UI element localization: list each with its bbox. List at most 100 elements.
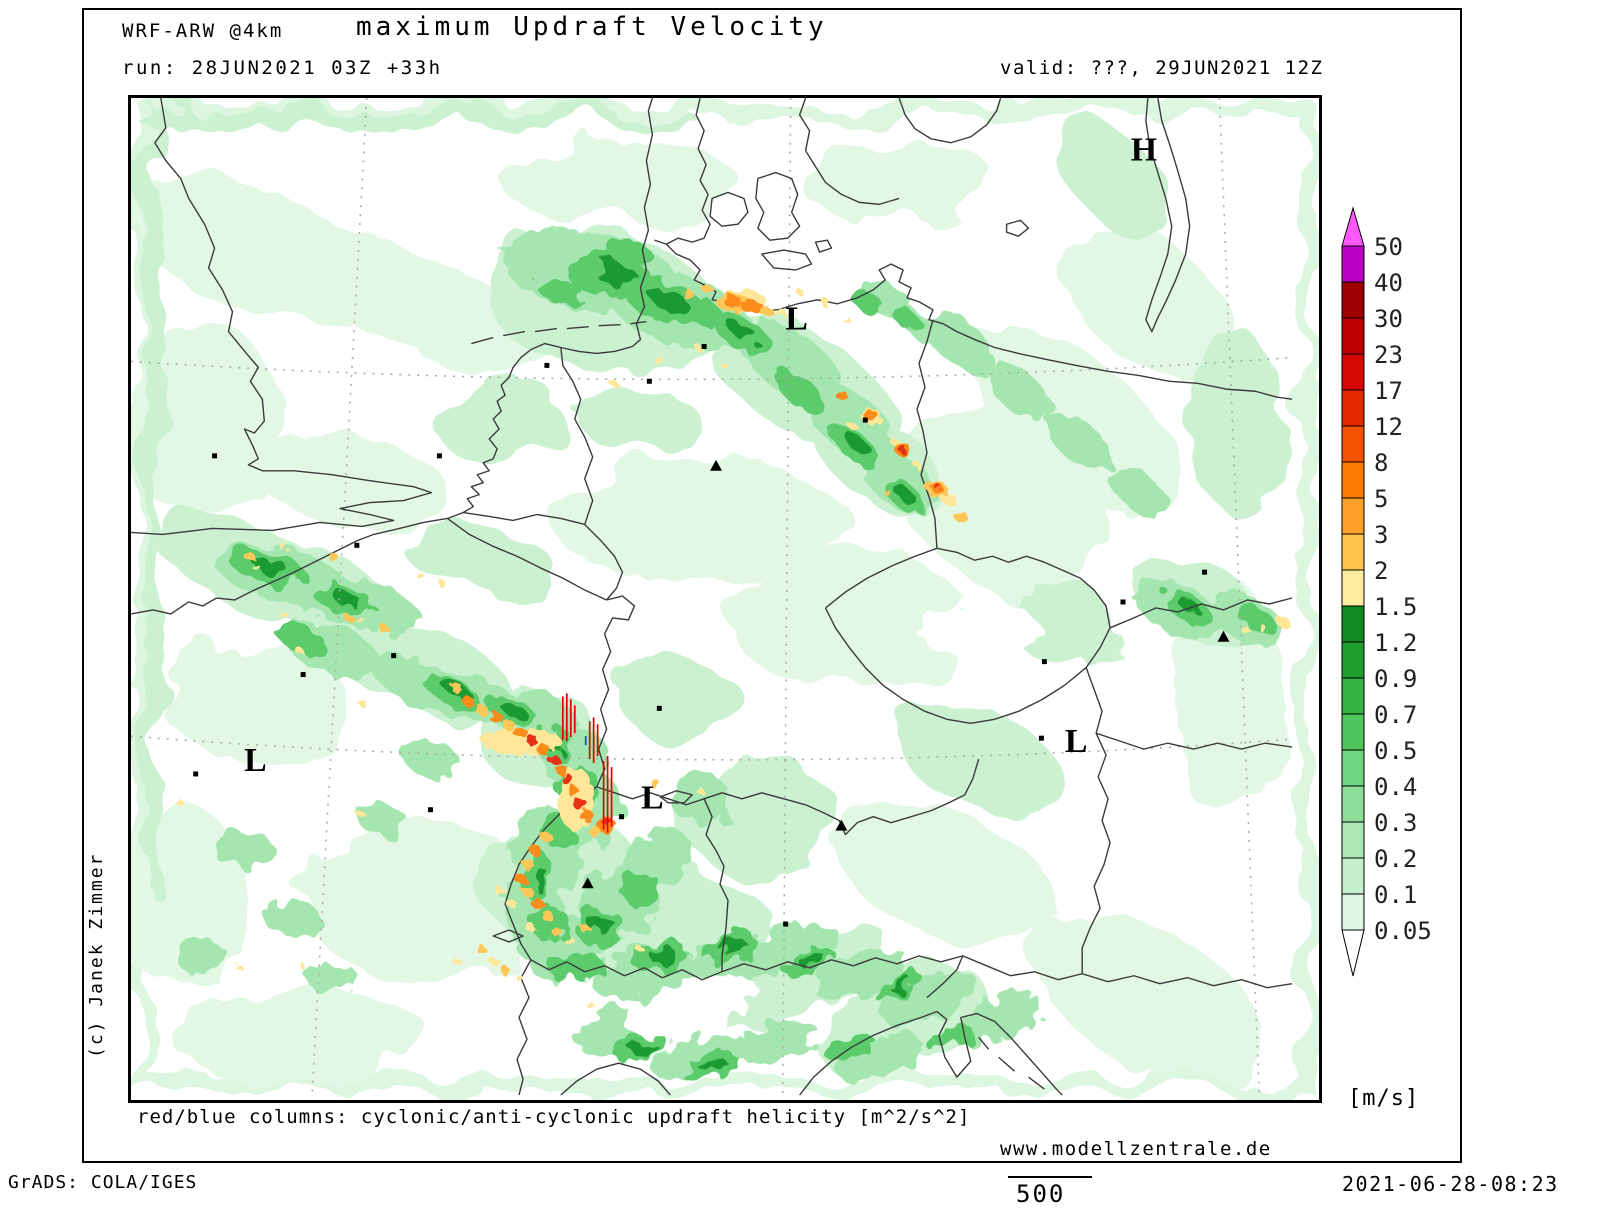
city-marker	[212, 453, 218, 459]
updraft-cell	[355, 809, 364, 816]
city-marker	[862, 417, 868, 423]
colorbar-segment	[1341, 353, 1365, 391]
field-pale-washes	[131, 101, 1315, 1093]
colorbar-tick-label: 8	[1374, 449, 1388, 477]
colorbar-over-arrow	[1341, 206, 1365, 247]
high-pressure-letter: H	[1131, 132, 1157, 169]
updraft-cell	[254, 566, 263, 573]
updraft-cell	[328, 552, 338, 561]
grads-credit: GrADS: COLA/IGES	[8, 1172, 198, 1193]
updraft-cell	[835, 390, 848, 401]
city-marker	[436, 453, 442, 459]
colorbar-tick-label: 0.7	[1374, 701, 1417, 729]
colorbar-tick-label: 2	[1374, 557, 1388, 585]
updraft-cell	[476, 945, 487, 954]
updraft-cell	[1277, 616, 1290, 627]
peak-marker	[835, 819, 848, 831]
city-marker	[656, 705, 662, 711]
updraft-cell	[940, 493, 957, 504]
city-marker	[300, 672, 306, 678]
scalebar-label: 500	[1016, 1180, 1066, 1208]
updraft-cell	[551, 928, 562, 936]
updraft-cell	[343, 613, 354, 622]
updraft-cell	[848, 423, 857, 430]
updraft-cell	[450, 683, 463, 692]
updraft-cell	[890, 438, 901, 445]
updraft-cell	[539, 831, 552, 842]
low-pressure-letter: L	[785, 301, 808, 338]
city-marker	[619, 814, 625, 820]
updraft-cell	[954, 512, 969, 523]
convective-cells-layer	[174, 285, 1290, 1009]
city-marker	[1038, 735, 1044, 741]
updraft-cell	[588, 826, 601, 837]
updraft-cell	[820, 298, 831, 307]
updraft-cell	[531, 899, 544, 910]
updraft-cell	[475, 704, 488, 715]
updraft-cell	[841, 315, 850, 322]
peak-marker	[581, 877, 594, 889]
updraft-cell	[914, 462, 923, 469]
updraft-cell	[299, 962, 306, 969]
colorbar: 50 40 30 23 17 12 8 5 3 2 1.5 1.2 0.9 0.7 0.5 0.4 0.3 0.2…	[1341, 206, 1432, 977]
colorbar-tick-label: 30	[1374, 305, 1403, 333]
model-label: WRF-ARW @4km	[122, 20, 284, 42]
updraft-cell	[680, 288, 693, 297]
colorbar-tick-label: 1.2	[1374, 629, 1417, 657]
peak-marker	[1217, 630, 1230, 642]
page-title: maximum Updraft Velocity	[356, 12, 828, 42]
updraft-cell	[514, 873, 527, 884]
updraft-cell	[295, 647, 304, 654]
colorbar-segment	[1341, 785, 1365, 823]
updraft-cell	[358, 700, 367, 707]
colorbar-segment	[1341, 533, 1365, 571]
graticule	[131, 98, 1293, 1096]
updraft-cell	[935, 484, 942, 491]
updraft-cell	[280, 612, 289, 619]
updraft-cell	[740, 299, 763, 314]
city-marker	[544, 362, 550, 368]
peak-marker	[710, 459, 723, 471]
figure-outer-frame	[82, 8, 1462, 1163]
updraft-cell	[1259, 625, 1268, 632]
colorbar-under-arrow	[1341, 929, 1365, 977]
low-pressure-letter: L	[641, 780, 664, 817]
colorbar-tick-label: 0.05	[1374, 917, 1432, 945]
colorbar-tick-label: 12	[1374, 413, 1403, 441]
updraft-cell	[522, 859, 534, 870]
colorbar-tick-label: 0.5	[1374, 737, 1417, 765]
website-text: www.modellzentrale.de	[1000, 1138, 1272, 1160]
updraft-cell	[898, 444, 907, 453]
colorbar-segment	[1341, 245, 1365, 283]
updraft-cell	[356, 617, 365, 624]
low-pressure-letter: L	[244, 742, 267, 779]
credit-text: (c) Janek Zimmer	[86, 852, 107, 1058]
country-borders	[131, 98, 1293, 1096]
updraft-cell	[636, 946, 645, 953]
colorbar-segment	[1341, 893, 1365, 931]
updraft-cell	[864, 410, 879, 423]
updraft-cell	[724, 295, 742, 308]
colorbar-tick-label: 23	[1374, 341, 1403, 369]
colorbar-segment	[1341, 497, 1365, 535]
pressure-letters-layer: H L L L L	[244, 132, 1157, 817]
updraft-cell	[775, 308, 786, 317]
updraft-cell	[517, 976, 526, 983]
scalebar-line	[1008, 1176, 1092, 1178]
colorbar-tick-label: 0.1	[1374, 881, 1417, 909]
updraft-cell	[567, 786, 580, 797]
colorbar-segment	[1341, 605, 1365, 643]
city-marker	[701, 344, 707, 349]
city-marker	[1041, 659, 1047, 665]
updraft-cell	[703, 285, 714, 294]
colorbar-segment	[1341, 317, 1365, 355]
updraft-cell	[529, 845, 542, 856]
updraft-cell	[586, 1002, 595, 1009]
valid-label: valid: ???, 29JUN2021 12Z	[1000, 57, 1324, 79]
creation-timestamp: 2021-06-28-08:23	[1342, 1172, 1559, 1196]
updraft-cell	[527, 736, 539, 747]
updraft-cell	[572, 797, 587, 810]
updraft-cell	[758, 305, 773, 316]
colorbar-tick-label: 50	[1374, 233, 1403, 261]
updraft-cell	[1241, 626, 1250, 633]
